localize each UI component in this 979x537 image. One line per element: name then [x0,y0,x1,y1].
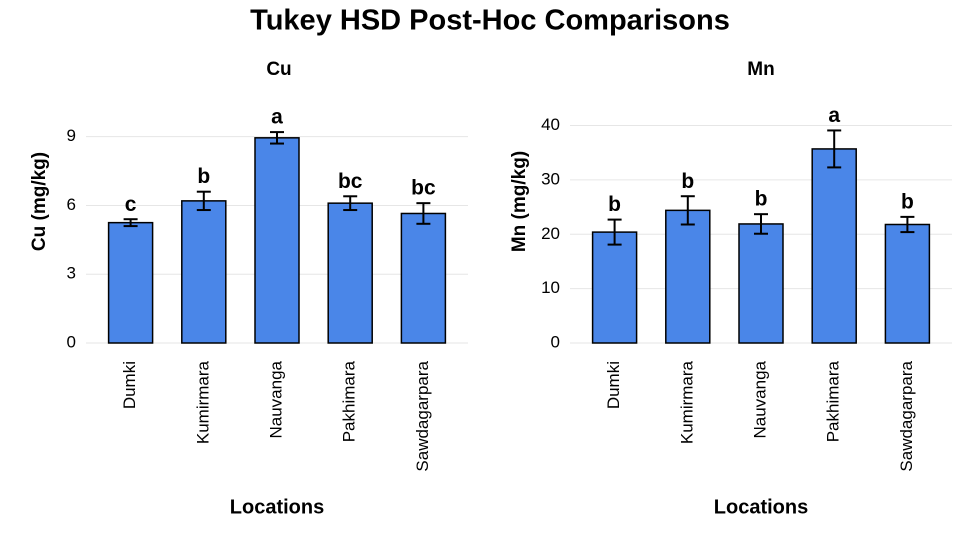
y-axis-title: Cu (mg/kg) [29,152,50,251]
panel-title: Mn [747,59,774,80]
significance-letter: a [828,104,840,127]
error-bar [123,218,138,228]
significance-letter: b [608,193,621,216]
error-bar [607,218,622,246]
bar [107,221,154,344]
bar [665,209,711,344]
x-tick-label: Sawdagarpara [897,360,916,471]
bar [254,137,300,344]
x-tick-label: Pakhimara [824,360,843,442]
significance-letter: b [901,190,914,213]
bar [327,202,373,344]
error-bar [343,195,358,212]
significance-letter: a [271,106,283,129]
panel-title: Cu [266,59,291,80]
bar [738,223,784,344]
y-tick-label: 0 [551,332,560,351]
x-tick-label: Kumirmara [193,360,212,444]
x-axis-title: Locations [230,496,324,518]
y-tick-label: 30 [541,169,560,188]
significance-letter: b [197,165,210,188]
y-tick-label: 20 [541,224,560,243]
error-bar [900,215,915,234]
y-tick-label: 0 [67,332,76,351]
bar [884,223,931,344]
bar [591,231,638,344]
x-axis-title: Locations [714,496,808,518]
x-tick-label: Nauvanga [266,360,285,438]
x-tick-label: Dumki [604,361,623,409]
bar [811,148,857,344]
x-tick-label: Pakhimara [340,360,359,442]
x-tick-label: Kumirmara [677,360,696,444]
y-tick-label: 40 [541,115,560,134]
error-bar [827,129,842,169]
significance-letter: b [755,188,768,211]
y-tick-label: 10 [541,278,560,297]
error-bar [416,202,431,225]
error-bar [196,190,211,212]
figure-title: Tukey HSD Post-Hoc Comparisons [250,5,730,37]
y-tick-label: 9 [67,126,76,145]
bar [400,212,447,344]
y-tick-label: 3 [67,264,76,283]
significance-letter: bc [411,177,436,200]
y-tick-label: 6 [67,195,76,214]
y-axis-title: Mn (mg/kg) [509,151,530,252]
significance-letter: c [125,193,137,216]
bar [181,200,227,344]
x-tick-label: Dumki [120,361,139,409]
x-tick-label: Sawdagarpara [413,360,432,471]
error-bar [680,195,695,226]
error-bar [270,131,284,145]
significance-letter: bc [338,170,363,193]
error-bar [754,213,768,235]
significance-letter: b [681,170,694,193]
x-tick-label: Nauvanga [750,360,769,438]
